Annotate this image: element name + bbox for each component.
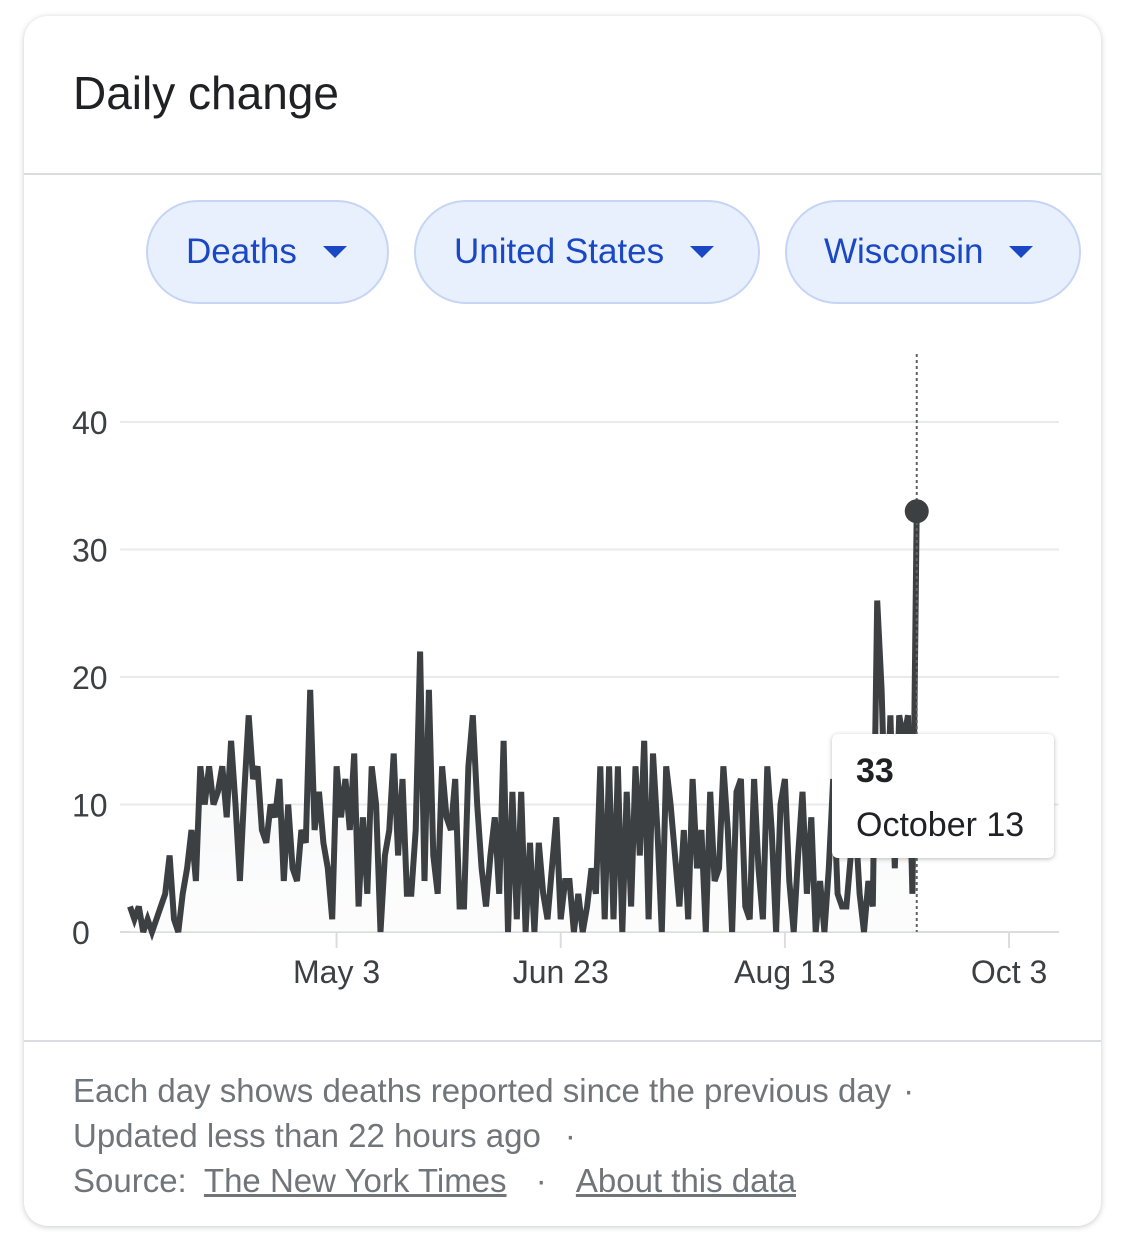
footer-line-2: Updated less than 22 hours ago · bbox=[73, 1117, 576, 1154]
country-dropdown-label: United States bbox=[454, 232, 665, 271]
chevron-down-icon bbox=[690, 246, 715, 258]
metric-dropdown-label: Deaths bbox=[186, 232, 297, 271]
footer-description: Each day shows deaths reported since the… bbox=[73, 1072, 892, 1109]
series-line bbox=[127, 511, 920, 942]
chart-tooltip: 33 October 13 bbox=[832, 734, 1054, 858]
hover-point bbox=[904, 499, 929, 524]
y-tick-label: 0 bbox=[72, 915, 90, 951]
metric-dropdown[interactable]: Deaths bbox=[146, 200, 389, 304]
y-tick-label: 40 bbox=[72, 405, 108, 441]
tooltip-value: 33 bbox=[856, 752, 894, 790]
daily-deaths-chart[interactable]: May 3 Jun 23 Aug 13 Oct 3 0 10 20 30 40 bbox=[24, 346, 1101, 1016]
chevron-down-icon bbox=[322, 246, 347, 258]
x-tick-label: Oct 3 bbox=[971, 954, 1047, 990]
x-tick-label: Aug 13 bbox=[734, 954, 835, 990]
footer-updated: Updated less than 22 hours ago bbox=[73, 1117, 541, 1154]
source-link[interactable]: The New York Times bbox=[203, 1162, 507, 1199]
x-tick-label: May 3 bbox=[293, 954, 380, 990]
x-tick-label: Jun 23 bbox=[513, 954, 609, 990]
footer-line-1: Each day shows deaths reported since the… bbox=[73, 1072, 915, 1109]
tooltip-date: October 13 bbox=[856, 806, 1025, 844]
about-data-link[interactable]: About this data bbox=[575, 1162, 797, 1199]
card-title: Daily change bbox=[73, 67, 339, 119]
series-area bbox=[130, 511, 917, 932]
y-tick-label: 20 bbox=[72, 660, 108, 696]
y-tick-label: 30 bbox=[72, 533, 108, 569]
header-divider bbox=[24, 173, 1101, 175]
region-dropdown[interactable]: Wisconsin bbox=[785, 200, 1081, 304]
daily-change-card: Daily change Deaths United States Wiscon… bbox=[24, 16, 1101, 1226]
region-dropdown-label: Wisconsin bbox=[824, 232, 984, 271]
chevron-down-icon bbox=[1009, 246, 1034, 258]
y-tick-label: 10 bbox=[72, 788, 108, 824]
footer: Each day shows deaths reported since the… bbox=[73, 1068, 926, 1203]
footer-source-label: Source: bbox=[73, 1162, 187, 1199]
footer-divider bbox=[24, 1040, 1101, 1042]
country-dropdown[interactable]: United States bbox=[414, 200, 760, 304]
footer-line-3: Source: The New York Times · About this … bbox=[73, 1162, 797, 1199]
